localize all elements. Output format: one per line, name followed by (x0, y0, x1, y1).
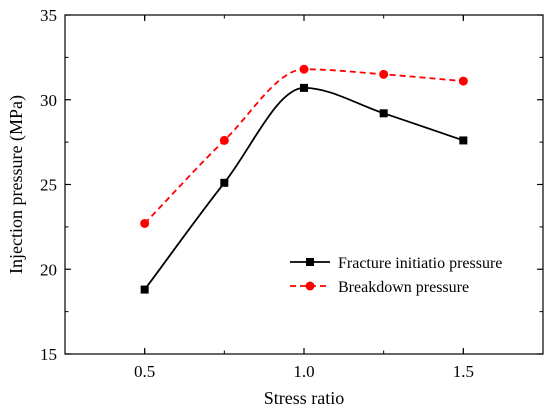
series-1-point (379, 109, 388, 118)
x-tick-label: 0.5 (134, 362, 155, 381)
legend-marker-2 (305, 281, 315, 291)
series-line-2 (144, 68, 464, 225)
series-2-point (299, 64, 309, 74)
series-1-point (140, 285, 149, 294)
series-1-point (300, 83, 308, 92)
series-2-point (458, 76, 468, 86)
x-tick-label: 1.0 (293, 362, 314, 381)
y-axis-label: Injection pressure (MPa) (6, 95, 27, 274)
series-1-point (459, 136, 468, 145)
y-tick-label: 25 (40, 176, 57, 195)
series-1-point (220, 178, 229, 187)
y-tick-label: 20 (40, 260, 57, 279)
x-axis-label: Stress ratio (264, 388, 345, 408)
legend-label-1: Fracture initiatio pressure (338, 255, 502, 272)
legend-label-2: Breakdown pressure (338, 279, 469, 296)
x-tick-label: 1.5 (453, 362, 474, 381)
y-tick-label: 30 (40, 91, 57, 110)
legend-marker-1 (306, 258, 314, 266)
series-line-1 (143, 86, 464, 291)
y-tick-label: 35 (40, 6, 57, 25)
series-2-point (379, 69, 389, 79)
series-2-point (140, 218, 150, 228)
series-2-point (219, 135, 229, 145)
y-tick-label: 15 (40, 345, 57, 364)
